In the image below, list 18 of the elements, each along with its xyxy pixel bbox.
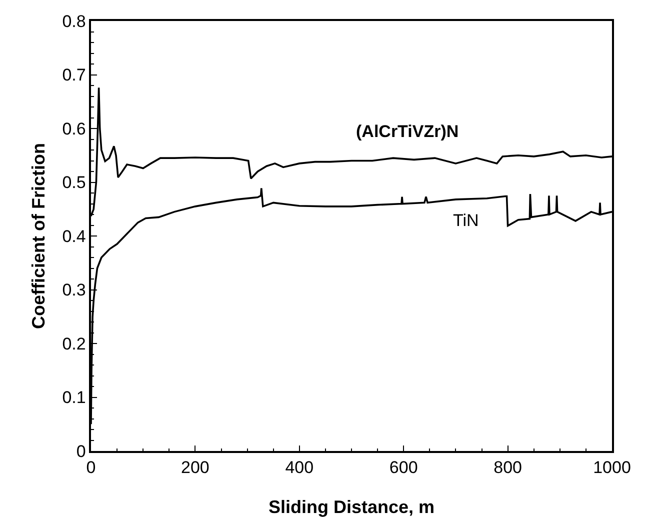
- x-tick-label: 400: [285, 458, 314, 478]
- y-tick-label: 0.1: [62, 388, 86, 408]
- y-tick-label: 0.6: [62, 119, 86, 138]
- y-tick-label: 0.2: [62, 334, 86, 354]
- x-tick-label: 200: [181, 458, 210, 478]
- y-tick-label: 0.3: [62, 280, 86, 300]
- series-label: (AlCrTiVZr)N: [356, 122, 459, 141]
- y-tick-label: 0.4: [62, 226, 86, 246]
- x-tick-label: 1000: [593, 458, 631, 478]
- y-tick-label: 0.5: [62, 173, 86, 192]
- y-tick-label: 0.8: [62, 12, 86, 31]
- x-tick-label: 800: [494, 458, 522, 478]
- y-tick-label: 0.7: [62, 66, 86, 85]
- series-label: TiN: [453, 211, 479, 230]
- y-axis-title: Coefficient of Friction: [28, 143, 48, 329]
- y-tick-label: 0: [76, 442, 86, 461]
- x-axis-title: Sliding Distance, m: [268, 497, 435, 517]
- x-tick-label: 600: [389, 458, 418, 478]
